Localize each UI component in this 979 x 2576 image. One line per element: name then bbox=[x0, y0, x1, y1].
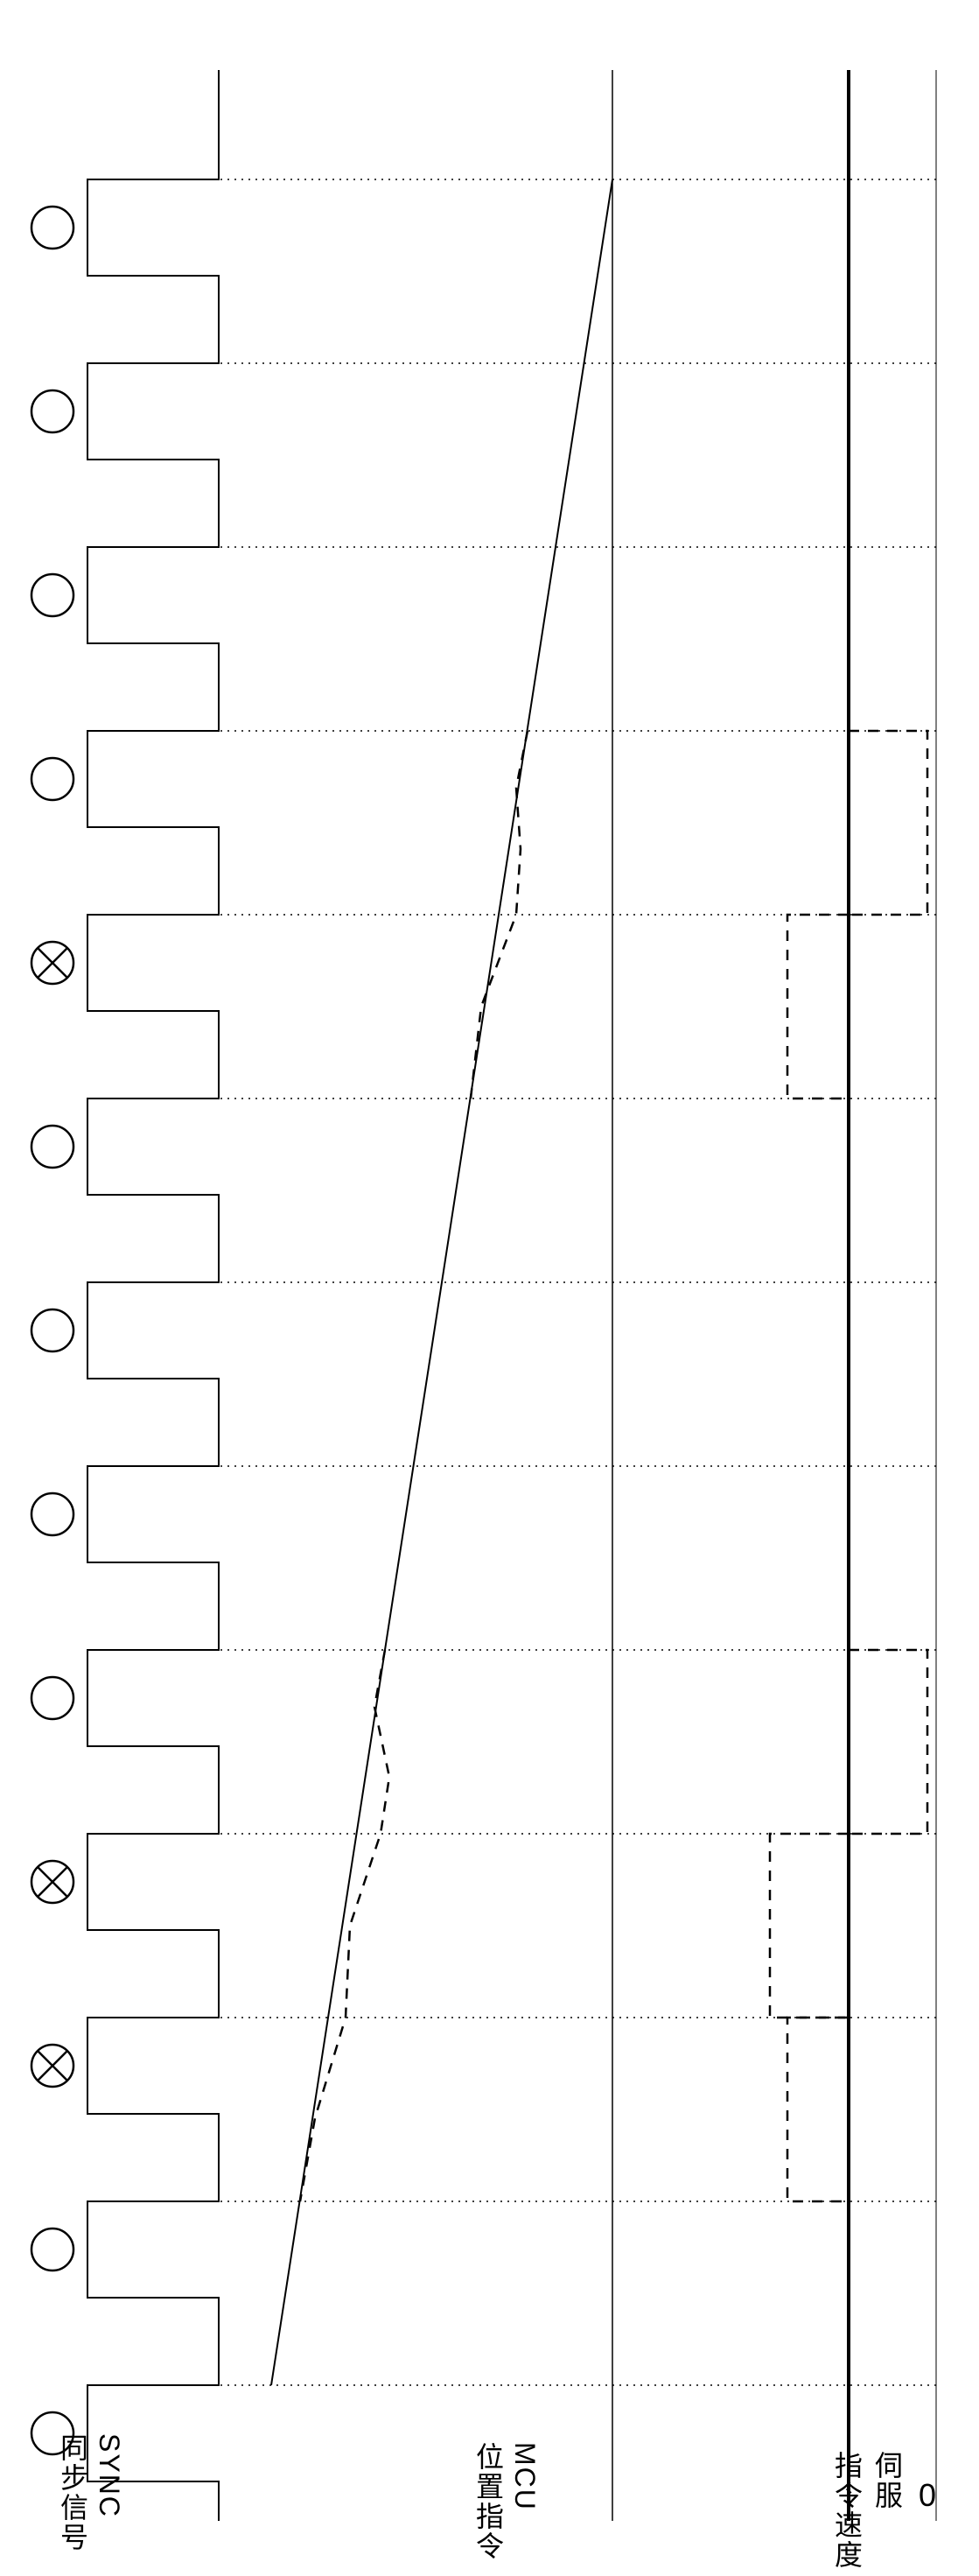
mcu-label: MCU 位置指令 bbox=[468, 2442, 541, 2561]
zero-label: 0 bbox=[919, 2477, 936, 2514]
servo-label: 伺服 指令速度 bbox=[827, 2451, 907, 2570]
sync-label: SYNC 同步信号 bbox=[52, 2433, 125, 2552]
timing-diagram bbox=[0, 0, 979, 2576]
